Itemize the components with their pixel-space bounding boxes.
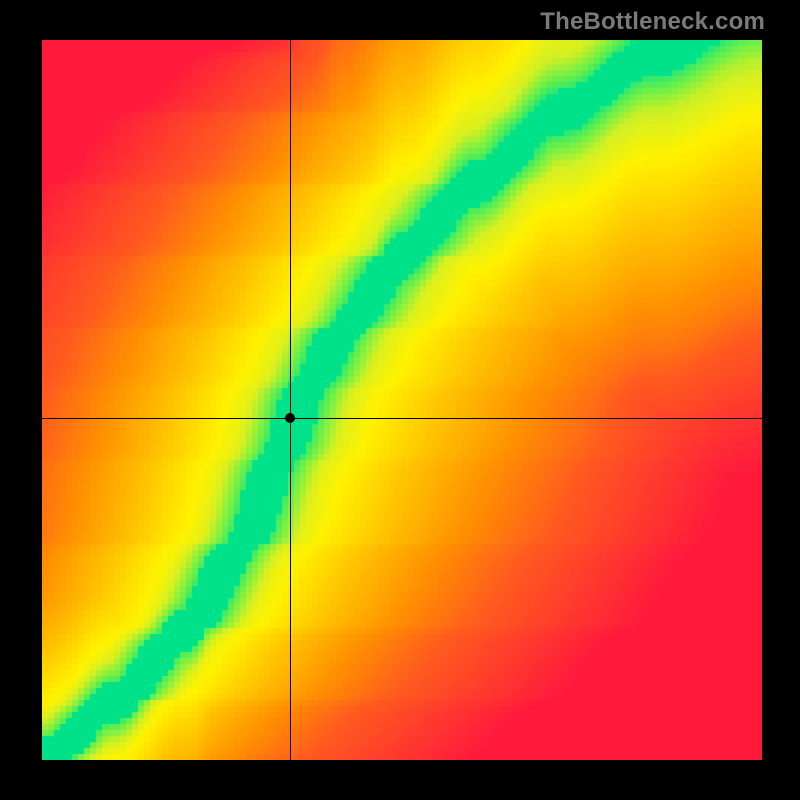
watermark-text: TheBottleneck.com (540, 8, 765, 36)
crosshair-vertical (290, 40, 291, 760)
crosshair-horizontal (42, 418, 762, 419)
heatmap-plot (42, 40, 762, 760)
heatmap-canvas (42, 40, 762, 760)
